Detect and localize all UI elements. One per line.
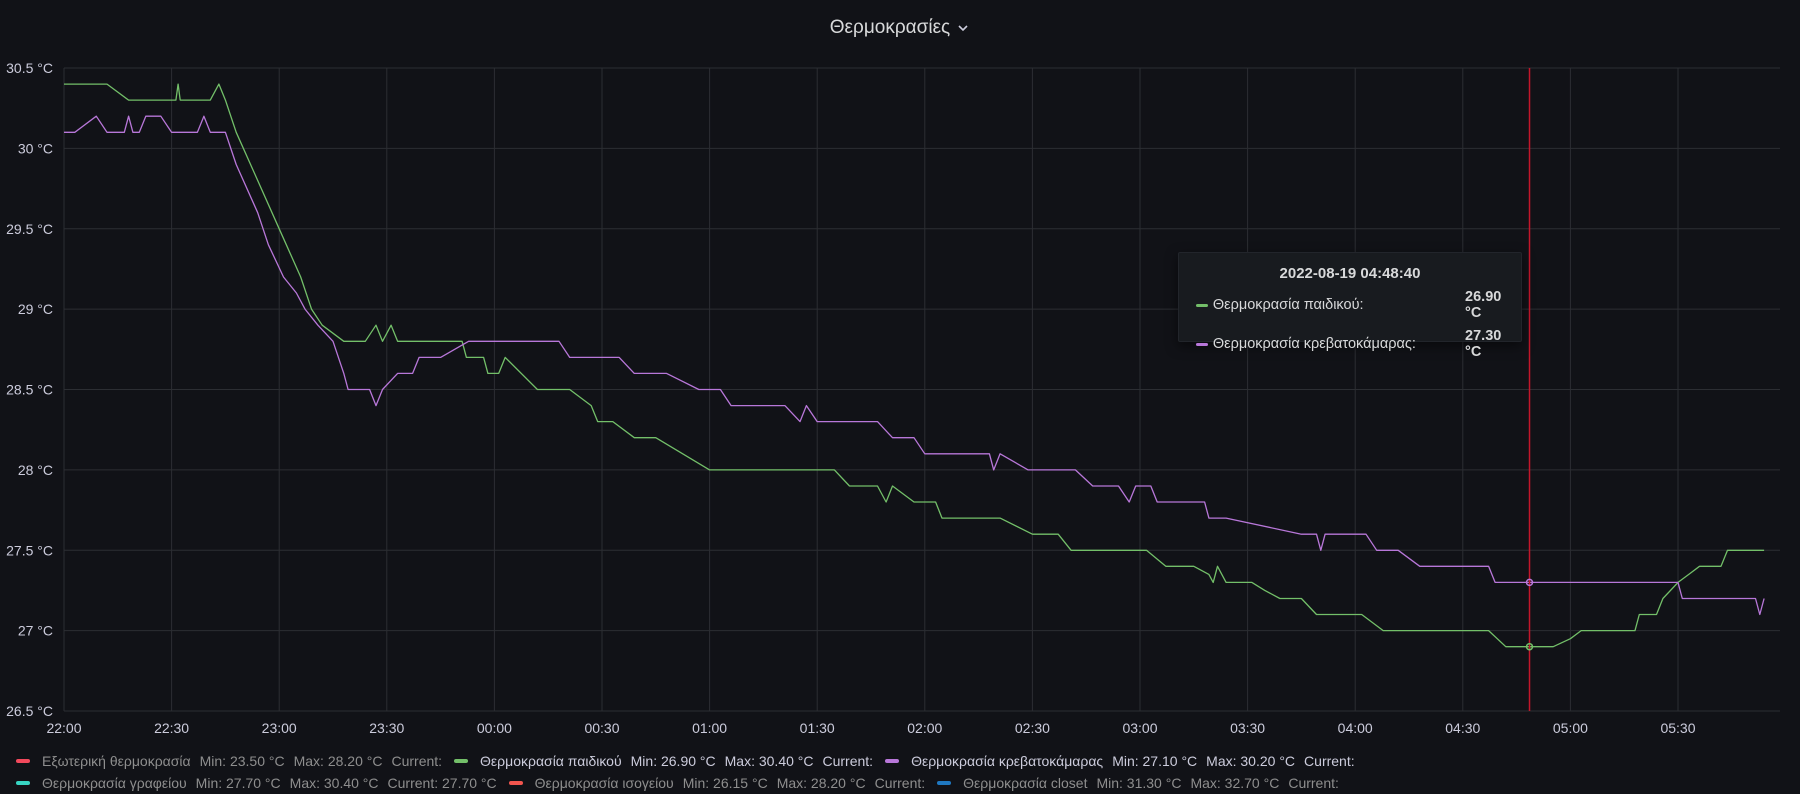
x-tick-label: 03:30 <box>1230 720 1265 736</box>
legend-series-name: Εξωτερική θερμοκρασία <box>42 753 191 769</box>
legend-series-name: Θερμοκρασία γραφείου <box>42 775 187 791</box>
x-tick-label: 23:00 <box>262 720 297 736</box>
legend-color-swatch <box>454 759 469 763</box>
legend-max: Max: 28.20 °C <box>293 753 383 769</box>
x-tick-label: 23:30 <box>369 720 404 736</box>
legend-color-swatch <box>885 759 900 763</box>
legend-min: Min: 26.15 °C <box>682 775 768 791</box>
legend-color-swatch <box>16 759 30 763</box>
x-tick-label: 04:00 <box>1338 720 1373 736</box>
legend-min: Min: 26.90 °C <box>630 753 716 769</box>
y-tick-label: 30.5 °C <box>6 60 53 76</box>
legend-series-name: Θερμοκρασία closet <box>963 775 1088 791</box>
legend-series-name: Θερμοκρασία κρεβατοκάμαρας <box>911 753 1104 769</box>
tooltip-series-name: Θερμοκρασία κρεβατοκάμαρας: <box>1212 336 1416 352</box>
legend-item-ground-floor[interactable]: Θερμοκρασία ισογείου Min: 26.15 °C Max: … <box>508 775 926 791</box>
series-line <box>64 115 1765 616</box>
tooltip-series-value: 26.90 °C <box>1465 289 1502 321</box>
legend-color-swatch <box>937 781 952 785</box>
hover-point <box>1525 642 1534 651</box>
x-tick-label: 03:00 <box>1122 720 1157 736</box>
legend-min: Min: 27.10 °C <box>1112 753 1198 769</box>
legend-current: Current: <box>822 753 874 769</box>
legend-row: Θερμοκρασία γραφείου Min: 27.70 °C Max: … <box>16 772 1796 794</box>
panel-title[interactable]: Θερμοκρασίες <box>829 17 951 38</box>
series-line <box>64 83 1765 648</box>
x-tick-label: 00:30 <box>584 720 619 736</box>
legend-item-kids-room[interactable]: Θερμοκρασία παιδικού Min: 26.90 °C Max: … <box>454 753 873 769</box>
legend-current: Current: <box>874 775 926 791</box>
y-tick-label: 28 °C <box>18 462 53 478</box>
y-tick-label: 29 °C <box>18 301 53 317</box>
legend-min: Min: 27.70 °C <box>195 775 281 791</box>
legend-item-closet[interactable]: Θερμοκρασία closet Min: 31.30 °C Max: 32… <box>937 775 1339 791</box>
x-tick-label: 22:00 <box>46 720 81 736</box>
tooltip-series-value: 27.30 °C <box>1465 328 1502 360</box>
legend-item-bedroom[interactable]: Θερμοκρασία κρεβατοκάμαρας Min: 27.10 °C… <box>885 753 1355 769</box>
legend-item-office[interactable]: Θερμοκρασία γραφείου Min: 27.70 °C Max: … <box>16 775 497 791</box>
x-tick-label: 04:30 <box>1445 720 1480 736</box>
x-tick-label: 00:00 <box>477 720 512 736</box>
legend-series-name: Θερμοκρασία ισογείου <box>534 775 674 791</box>
legend-current: Current: 27.70 °C <box>387 775 497 791</box>
legend-min: Min: 23.50 °C <box>199 753 285 769</box>
legend-current: Current: <box>391 753 443 769</box>
legend-max: Max: 32.70 °C <box>1190 775 1280 791</box>
tooltip-row: Θερμοκρασία κρεβατοκάμαρας: 27.30 °C <box>1196 328 1521 360</box>
y-tick-label: 28.5 °C <box>6 382 53 398</box>
chevron-down-icon[interactable] <box>956 21 970 35</box>
legend-max: Max: 30.40 °C <box>724 753 814 769</box>
x-tick-label: 05:30 <box>1660 720 1695 736</box>
legend-row: Εξωτερική θερμοκρασία Min: 23.50 °C Max:… <box>16 750 1796 772</box>
legend-color-swatch <box>16 781 30 785</box>
legend-series-name: Θερμοκρασία παιδικού <box>480 753 622 769</box>
legend-min: Min: 31.30 °C <box>1096 775 1182 791</box>
legend-max: Max: 30.20 °C <box>1206 753 1296 769</box>
x-tick-label: 01:00 <box>692 720 727 736</box>
series-color-swatch <box>1196 303 1208 307</box>
hover-point <box>1525 578 1534 587</box>
legend-max: Max: 28.20 °C <box>776 775 866 791</box>
y-tick-label: 30 °C <box>18 140 53 156</box>
x-tick-label: 05:00 <box>1553 720 1588 736</box>
legend-current: Current: <box>1304 753 1355 769</box>
legend-max: Max: 30.40 °C <box>289 775 379 791</box>
hover-tooltip: 2022-08-19 04:48:40 Θερμοκρασία παιδικού… <box>1178 252 1522 360</box>
x-tick-label: 22:30 <box>154 720 189 736</box>
legend-item-outdoor[interactable]: Εξωτερική θερμοκρασία Min: 23.50 °C Max:… <box>16 753 442 769</box>
tooltip-time: 2022-08-19 04:48:40 <box>1279 265 1421 282</box>
y-tick-label: 29.5 °C <box>6 221 53 237</box>
tooltip-series-name: Θερμοκρασία παιδικού: <box>1212 297 1364 313</box>
legend: Εξωτερική θερμοκρασία Min: 23.50 °C Max:… <box>16 750 1796 794</box>
panel-header[interactable]: Θερμοκρασίες <box>0 10 1800 46</box>
y-tick-label: 27.5 °C <box>6 542 53 558</box>
x-tick-label: 01:30 <box>800 720 835 736</box>
tooltip-row: Θερμοκρασία παιδικού: 26.90 °C <box>1196 289 1521 321</box>
legend-current: Current: <box>1288 775 1339 791</box>
y-tick-label: 26.5 °C <box>6 703 53 719</box>
x-tick-label: 02:00 <box>907 720 942 736</box>
series-color-swatch <box>1196 342 1208 346</box>
legend-color-swatch <box>508 781 523 785</box>
y-tick-label: 27 °C <box>18 623 53 639</box>
x-tick-label: 02:30 <box>1015 720 1050 736</box>
